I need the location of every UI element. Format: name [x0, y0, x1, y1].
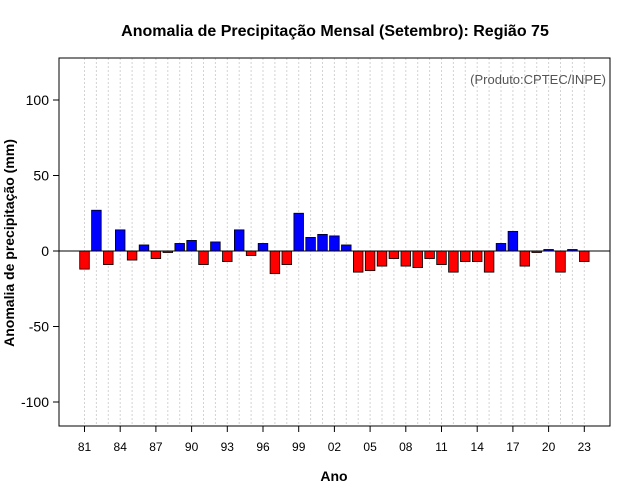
- y-axis: -100 -50 0 50 100: [21, 92, 59, 410]
- bar-2011: [436, 250, 447, 265]
- bar-1995: [245, 250, 257, 256]
- bar-2004: [352, 250, 364, 273]
- bar-1992: [210, 241, 221, 252]
- x-tick-label: 08: [399, 440, 413, 454]
- x-tick-label: 99: [292, 440, 306, 454]
- bar-2009: [412, 250, 423, 269]
- bar-1982: [91, 209, 102, 252]
- y-tick-label: -50: [29, 319, 49, 335]
- bar-2015: [483, 250, 495, 273]
- bar-2007: [388, 250, 400, 259]
- bar-2010: [424, 250, 435, 259]
- bar-2013: [460, 250, 471, 262]
- bar-2017: [507, 230, 519, 252]
- x-tick-label: 14: [471, 440, 485, 454]
- bar-2005: [364, 250, 376, 272]
- y-tick-label: 100: [26, 92, 50, 108]
- x-axis-title: Ano: [320, 468, 347, 484]
- bar-1989: [174, 243, 185, 252]
- x-tick-label: 20: [542, 440, 556, 454]
- x-tick-label: 02: [328, 440, 342, 454]
- x-tick-label: 96: [256, 440, 270, 454]
- bar-1984: [115, 229, 126, 252]
- bar-2012: [448, 250, 459, 273]
- bar-2018: [519, 250, 531, 267]
- bar-2002: [329, 235, 340, 252]
- bar-1994: [233, 229, 245, 252]
- bar-1997: [269, 250, 281, 275]
- y-tick-label: 50: [33, 168, 49, 184]
- bar-2023: [579, 250, 590, 262]
- x-tick-label: 84: [114, 440, 128, 454]
- x-tick-label: 17: [506, 440, 520, 454]
- x-tick-label: 90: [185, 440, 199, 454]
- x-tick-label: 81: [78, 440, 92, 454]
- bar-2000: [305, 237, 316, 252]
- y-tick-label: -100: [21, 394, 49, 410]
- bar-1985: [126, 250, 138, 261]
- bar-2016: [495, 243, 507, 252]
- bar-2021: [555, 250, 566, 273]
- bar-1986: [138, 244, 150, 252]
- x-tick-label: 05: [363, 440, 377, 454]
- bar-2014: [471, 250, 483, 262]
- bar-2001: [317, 233, 328, 252]
- bar-1999: [293, 212, 304, 252]
- bar-1981: [79, 250, 90, 270]
- bar-1987: [150, 250, 162, 259]
- chart-title: Anomalia de Precipitação Mensal (Setembr…: [121, 23, 549, 40]
- bar-1990: [186, 240, 197, 252]
- y-axis-title: Anomalia de precipitação (mm): [1, 139, 17, 347]
- bar-1993: [222, 250, 233, 262]
- y-tick-label: 0: [41, 243, 49, 259]
- x-tick-label: 87: [149, 440, 163, 454]
- x-axis: 81 84 87 90 93 96 99 02 05 08 11 14 17 20 23: [78, 426, 591, 454]
- bar-2008: [400, 250, 412, 267]
- x-tick-label: 93: [221, 440, 235, 454]
- bar-2006: [376, 250, 388, 267]
- bar-2003: [341, 244, 352, 252]
- bar-1991: [198, 250, 209, 265]
- bar-1998: [281, 250, 293, 265]
- bar-1983: [103, 250, 114, 265]
- bar-1996: [257, 243, 269, 252]
- source-annotation: (Produto:CPTEC/INPE): [470, 72, 606, 87]
- x-tick-label: 11: [435, 440, 448, 454]
- x-tick-label: 23: [578, 440, 592, 454]
